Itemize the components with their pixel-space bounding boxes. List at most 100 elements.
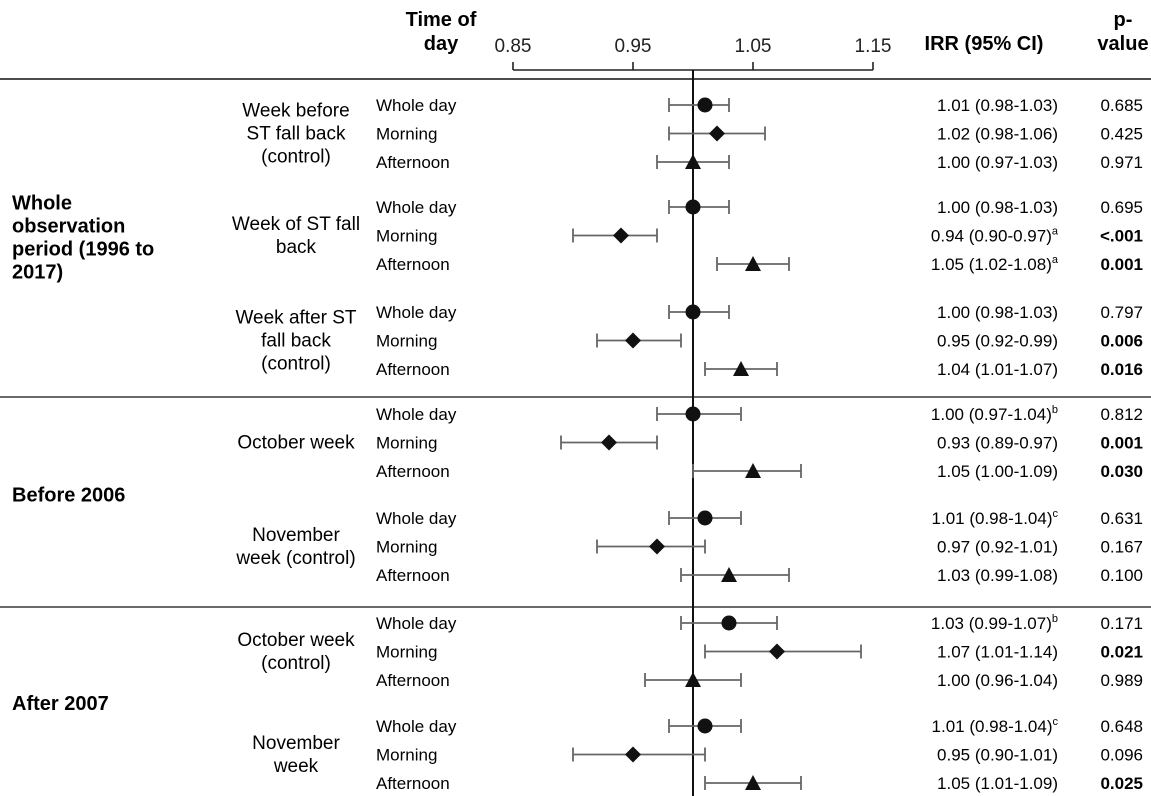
p-value: 0.016 <box>1100 360 1143 379</box>
estimate-triangle <box>721 567 737 582</box>
time-of-day-label: Afternoon <box>376 360 450 379</box>
group-label: November <box>252 733 340 754</box>
estimate-triangle <box>685 672 701 687</box>
header-time-of-day-line1: Time of <box>406 9 477 31</box>
group-label: (control) <box>261 653 331 674</box>
header-p-line1: p- <box>1114 9 1133 31</box>
irr-value: 0.95 (0.90-1.01) <box>937 746 1058 765</box>
p-value: 0.797 <box>1100 303 1143 322</box>
x-tick-label: 0.95 <box>615 36 652 57</box>
p-value: 0.167 <box>1100 538 1143 557</box>
time-of-day-label: Morning <box>376 227 437 246</box>
irr-value: 1.05 (1.00-1.09) <box>937 462 1058 481</box>
p-value: <.001 <box>1100 227 1143 246</box>
irr-value: 0.94 (0.90-0.97)a <box>931 226 1059 246</box>
estimate-diamond <box>625 332 641 349</box>
irr-value: 1.02 (0.98-1.06) <box>937 125 1058 144</box>
section-label: Whole <box>12 193 72 215</box>
time-of-day-label: Afternoon <box>376 153 450 172</box>
estimate-triangle <box>685 154 701 169</box>
section-label: After 2007 <box>12 693 109 715</box>
p-value: 0.631 <box>1100 509 1143 528</box>
irr-footnote: b <box>1052 404 1058 416</box>
p-value: 0.025 <box>1100 774 1143 793</box>
time-of-day-label: Morning <box>376 332 437 351</box>
estimate-triangle <box>745 775 761 790</box>
group-label: Week after ST <box>235 308 356 329</box>
group-label: ST fall back <box>247 124 346 145</box>
p-value: 0.001 <box>1100 255 1143 274</box>
irr-footnote: c <box>1053 508 1059 520</box>
estimate-triangle <box>745 463 761 478</box>
group-label: week <box>273 756 319 777</box>
time-of-day-label: Whole day <box>376 509 457 528</box>
irr-footnote: c <box>1053 716 1059 728</box>
group-label: October week <box>237 630 355 651</box>
estimate-triangle <box>733 361 749 376</box>
time-of-day-label: Afternoon <box>376 462 450 481</box>
p-value: 0.171 <box>1100 614 1143 633</box>
x-tick-label: 0.85 <box>495 36 532 57</box>
section-label: 2017) <box>12 262 63 284</box>
time-of-day-label: Morning <box>376 125 437 144</box>
estimate-circle <box>697 97 713 113</box>
estimate-circle <box>685 199 701 215</box>
time-of-day-label: Whole day <box>376 303 457 322</box>
x-tick-label: 1.15 <box>855 36 892 57</box>
irr-value: 1.05 (1.02-1.08)a <box>931 254 1059 274</box>
irr-value: 0.95 (0.92-0.99) <box>937 332 1058 351</box>
irr-value: 1.01 (0.98-1.04)c <box>932 508 1059 528</box>
time-of-day-label: Whole day <box>376 405 457 424</box>
irr-value: 1.03 (0.99-1.08) <box>937 566 1058 585</box>
irr-value: 1.00 (0.96-1.04) <box>937 671 1058 690</box>
time-of-day-label: Morning <box>376 643 437 662</box>
irr-value: 1.00 (0.97-1.04)b <box>931 404 1058 424</box>
section-dividers <box>0 78 1151 608</box>
estimate-triangle <box>745 256 761 271</box>
group-label: (control) <box>261 147 331 168</box>
estimate-diamond <box>625 746 641 763</box>
p-value: 0.695 <box>1100 198 1143 217</box>
p-value: 0.096 <box>1100 746 1143 765</box>
header-time-of-day-line2: day <box>424 33 459 55</box>
forest-marks <box>560 70 862 796</box>
section-label: period (1996 to <box>12 239 154 261</box>
estimate-circle <box>697 718 713 734</box>
group-label: October week <box>237 433 355 454</box>
section-label: Before 2006 <box>12 485 125 507</box>
header-irr: IRR (95% CI) <box>925 33 1044 55</box>
irr-value: 1.00 (0.98-1.03) <box>937 198 1058 217</box>
estimate-diamond <box>613 227 629 244</box>
estimate-circle <box>721 615 737 631</box>
p-value: 0.001 <box>1100 434 1143 453</box>
time-of-day-label: Afternoon <box>376 774 450 793</box>
p-value: 0.648 <box>1100 717 1143 736</box>
time-of-day-label: Whole day <box>376 96 457 115</box>
irr-value: 1.03 (0.99-1.07)b <box>931 613 1058 633</box>
group-label: Week before <box>242 101 349 122</box>
irr-value: 1.00 (0.98-1.03) <box>937 303 1058 322</box>
x-tick-label: 1.05 <box>735 36 772 57</box>
irr-value: 1.00 (0.97-1.03) <box>937 153 1058 172</box>
time-of-day-label: Afternoon <box>376 671 450 690</box>
x-axis: 0.85 0.95 1.05 1.15 <box>495 36 892 71</box>
estimate-diamond <box>709 125 725 142</box>
estimate-circle <box>697 510 713 526</box>
estimate-diamond <box>769 643 785 660</box>
group-label: back <box>276 237 317 258</box>
irr-value: 0.97 (0.92-1.01) <box>937 538 1058 557</box>
p-value: 0.006 <box>1100 332 1143 351</box>
header-p-line2: value <box>1097 33 1148 55</box>
irr-value: 1.07 (1.01-1.14) <box>937 643 1058 662</box>
group-label: Week of ST fall <box>232 214 360 235</box>
estimate-circle <box>685 406 701 422</box>
p-value: 0.812 <box>1100 405 1143 424</box>
group-label: November <box>252 525 340 546</box>
time-of-day-label: Whole day <box>376 614 457 633</box>
p-value: 0.021 <box>1100 643 1143 662</box>
irr-value: 1.04 (1.01-1.07) <box>937 360 1058 379</box>
irr-value: 0.93 (0.89-0.97) <box>937 434 1058 453</box>
section-label: observation <box>12 216 125 238</box>
irr-footnote: b <box>1052 613 1058 625</box>
